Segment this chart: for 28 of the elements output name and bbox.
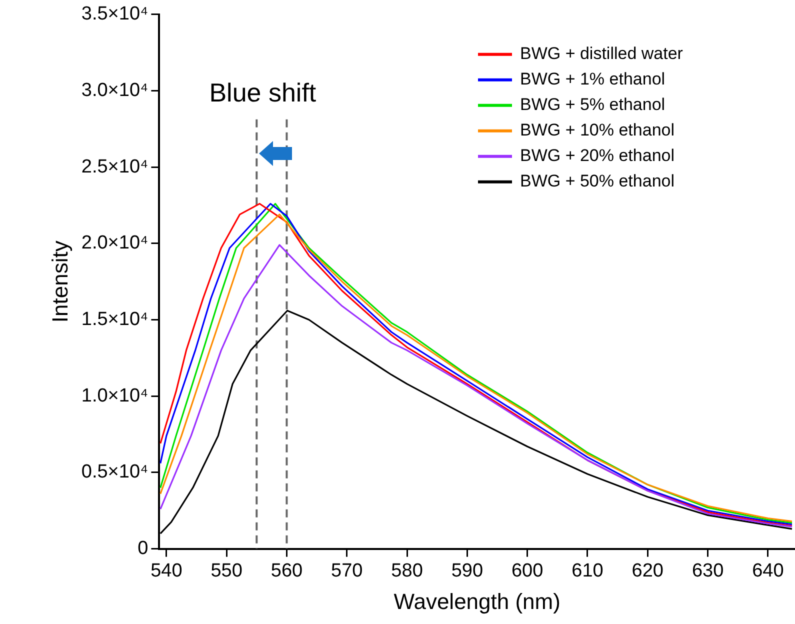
x-tick-label: 540 xyxy=(150,560,182,582)
y-tick-label: 3.5×10⁴ xyxy=(81,4,148,25)
y-tick-label: 1.5×10⁴ xyxy=(81,309,148,330)
legend-label: BWG + 20% ethanol xyxy=(520,146,675,166)
y-axis-title: Intensity xyxy=(47,240,72,323)
y-tick-label: 0 xyxy=(138,538,148,560)
x-tick-label: 570 xyxy=(331,560,363,582)
y-tick-label: 2.5×10⁴ xyxy=(81,156,148,178)
x-tick-label: 630 xyxy=(692,560,724,582)
y-tick-label: 1.0×10⁴ xyxy=(81,385,148,406)
legend-label: BWG + distilled water xyxy=(520,44,684,64)
x-tick-label: 590 xyxy=(451,560,484,582)
legend-label: BWG + 10% ethanol xyxy=(520,120,675,140)
x-tick-label: 620 xyxy=(632,560,664,582)
x-tick-label: 580 xyxy=(391,560,423,582)
legend-label: BWG + 1% ethanol xyxy=(520,70,666,89)
x-tick-label: 600 xyxy=(511,560,544,582)
x-tick-label: 640 xyxy=(752,560,784,582)
x-axis-title: Wavelength (nm) xyxy=(394,588,560,614)
annotation: Blue shift xyxy=(209,78,317,108)
y-tick-label: 0.5×10⁴ xyxy=(81,462,148,483)
x-tick-label: 560 xyxy=(270,560,303,582)
y-tick-label: 3.0×10⁴ xyxy=(81,80,148,101)
x-tick-label: 610 xyxy=(572,560,604,582)
x-tick-label: 550 xyxy=(210,560,242,582)
legend-label: BWG + 5% ethanol xyxy=(520,95,666,114)
legend-label: BWG + 50% ethanol xyxy=(520,172,675,191)
y-tick-label: 2.0×10⁴ xyxy=(81,232,148,254)
